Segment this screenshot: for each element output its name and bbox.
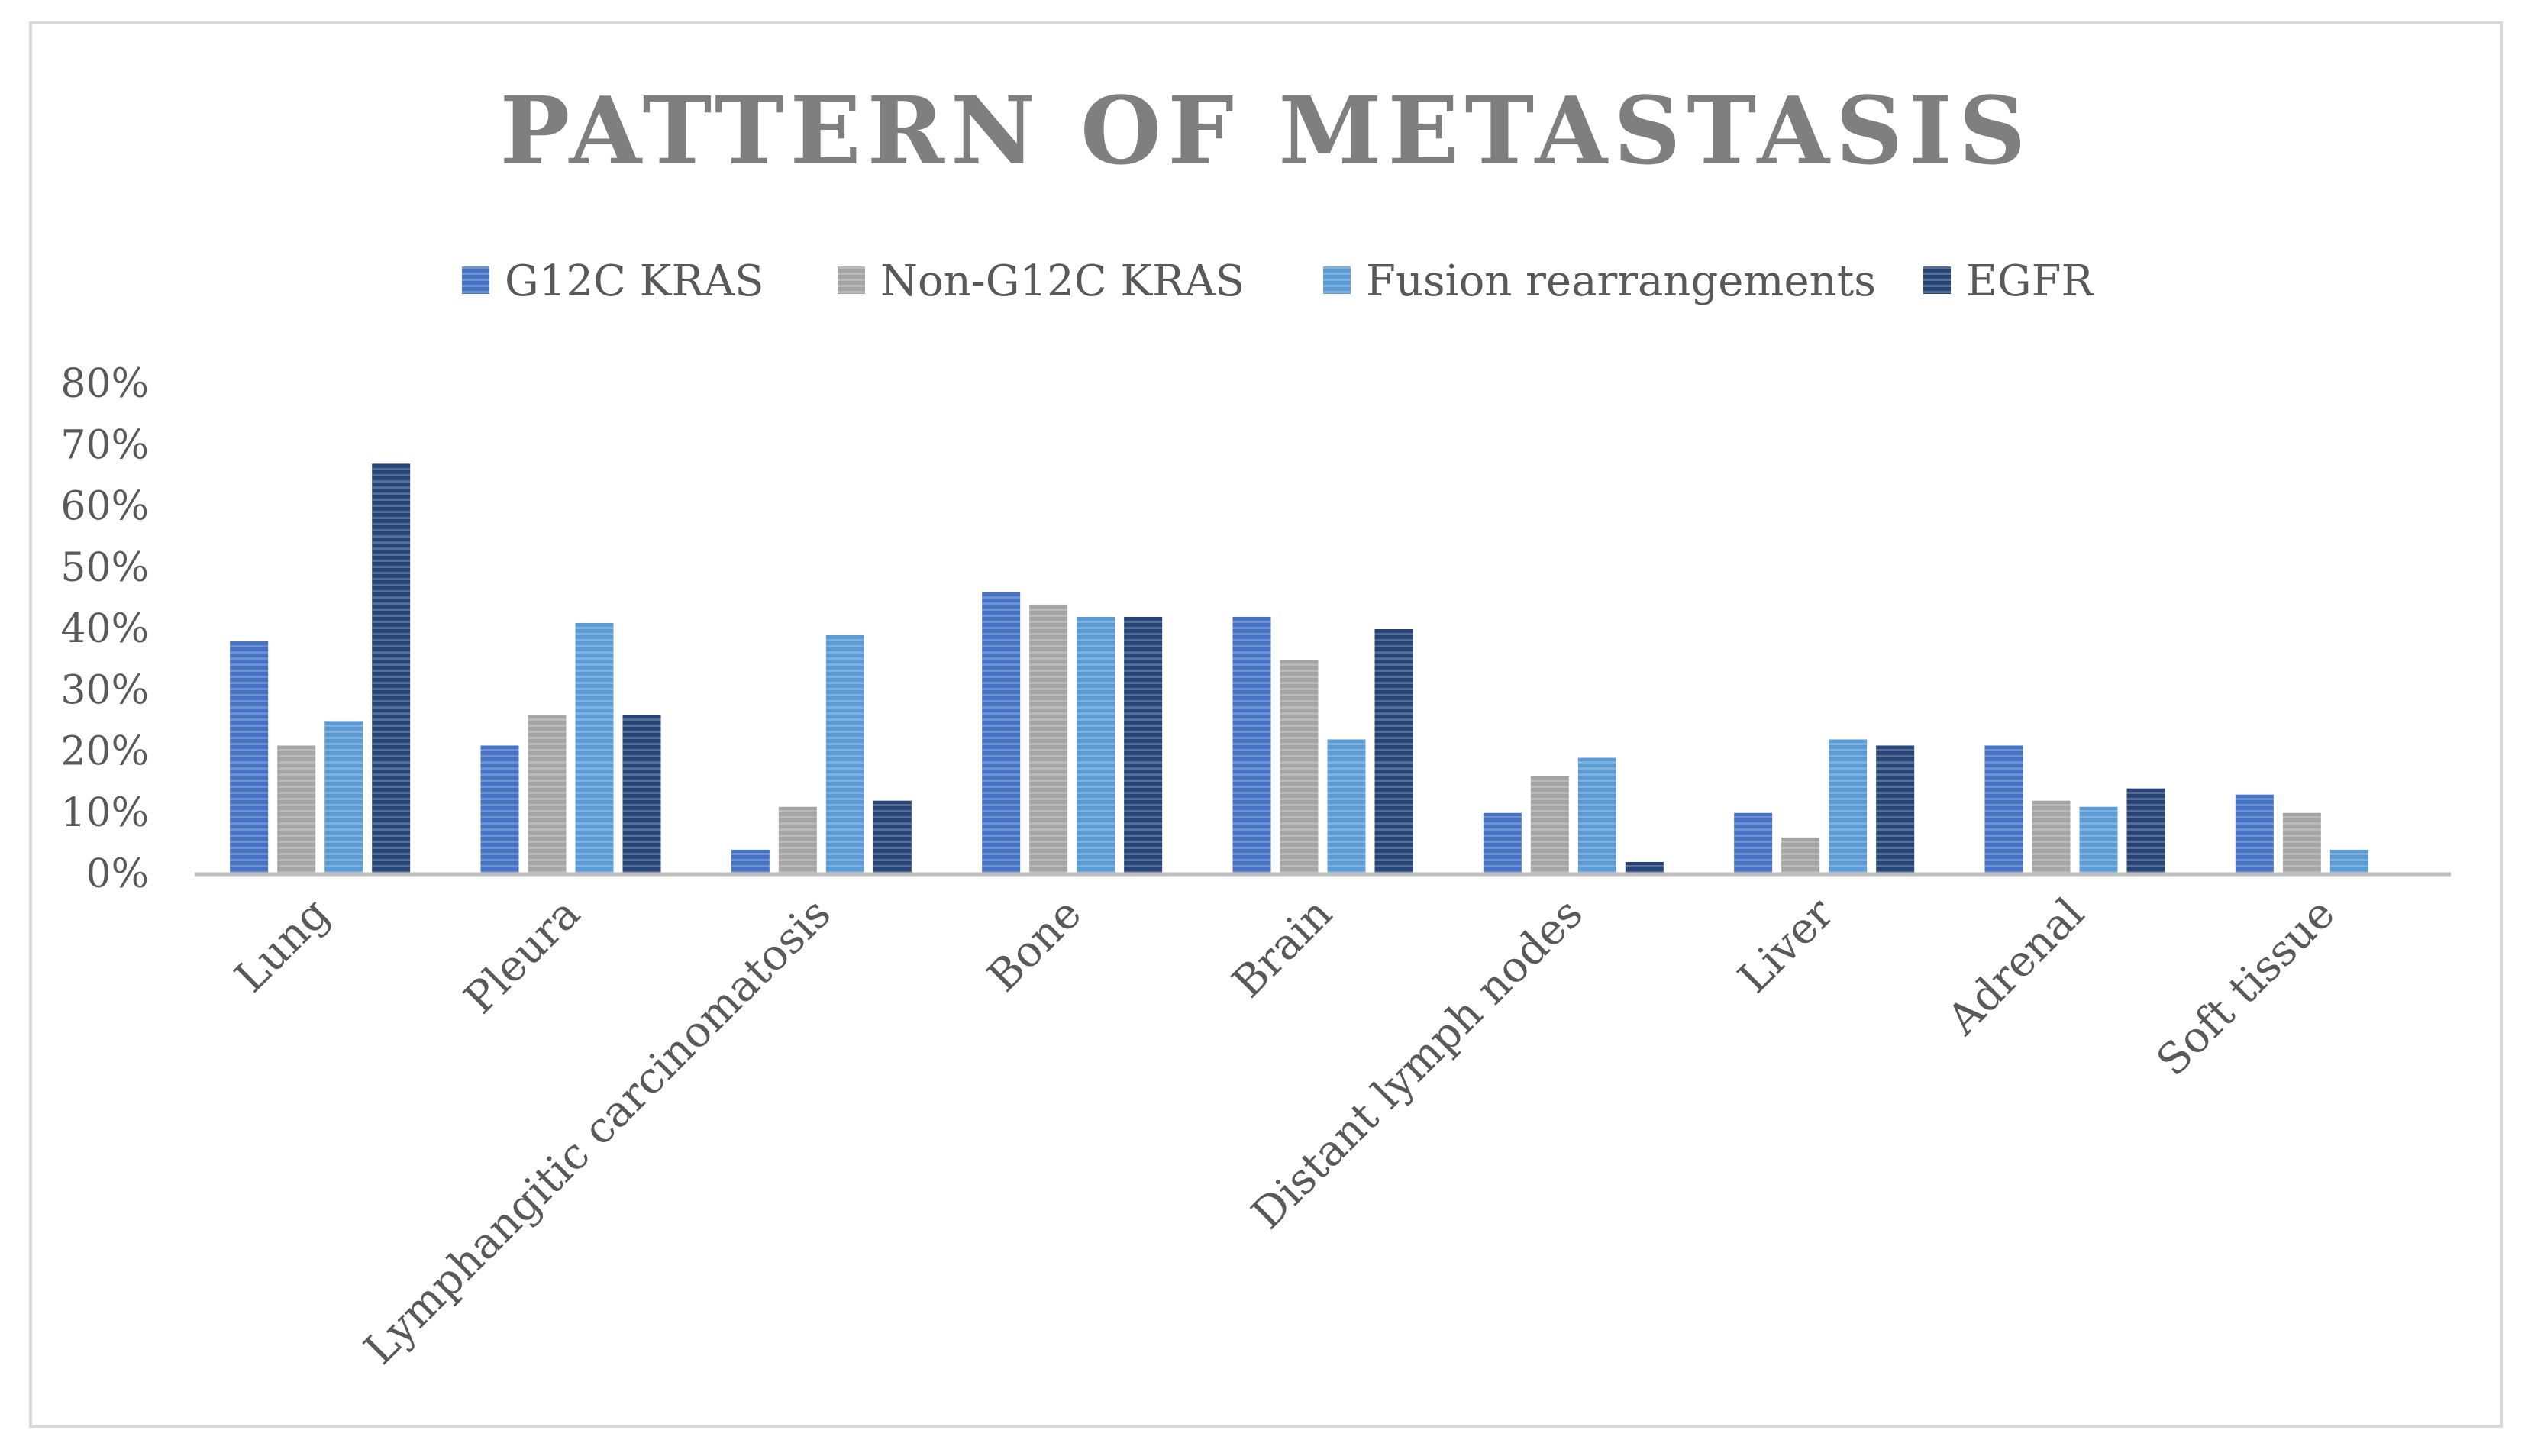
bar-fusion-rearrangements-lymphangitic-carcinomatosis: [825, 635, 864, 874]
bars: [230, 463, 2368, 874]
bar-texture: [1734, 812, 1773, 874]
bar-egfr-lymphangitic-carcinomatosis: [873, 800, 912, 874]
bar-texture: [825, 635, 864, 874]
y-tick-label: 0%: [86, 851, 150, 897]
bar-texture: [1984, 745, 2023, 874]
bar-fusion-rearrangements-brain: [1327, 739, 1366, 874]
bar-fusion-rearrangements-lung: [324, 721, 363, 874]
bar-texture: [480, 745, 519, 874]
legend-swatch-texture: [838, 266, 865, 294]
y-tick-label: 60%: [60, 484, 149, 530]
bar-texture: [2126, 788, 2165, 874]
y-tick-label: 50%: [60, 545, 149, 591]
bar-g12c-kras-soft-tissue: [2235, 794, 2274, 874]
bar-texture: [1876, 745, 1915, 874]
bar-texture: [1530, 776, 1569, 874]
bar-texture: [1077, 616, 1115, 874]
y-axis: 0% 10% 20% 30% 40% 50% 60% 70% 80%: [60, 361, 149, 897]
bar-texture: [1781, 837, 1820, 874]
bar-g12c-kras-adrenal: [1984, 745, 2023, 874]
bar-texture: [1280, 660, 1319, 874]
bar-non-g12c-kras-liver: [1781, 837, 1820, 874]
bar-fusion-rearrangements-pleura: [575, 622, 614, 874]
bar-texture: [1374, 629, 1413, 874]
y-tick-label: 10%: [60, 790, 149, 836]
legend-item-egfr: EGFR: [1923, 257, 2094, 306]
legend-label: Non-G12C KRAS: [880, 257, 1245, 306]
bar-texture: [982, 592, 1021, 874]
bar-g12c-kras-brain: [1232, 616, 1271, 874]
bar-texture: [528, 715, 567, 874]
y-tick-label: 70%: [60, 422, 149, 468]
bar-texture: [778, 806, 817, 874]
bar-texture: [1625, 861, 1664, 874]
bar-egfr-brain: [1374, 629, 1413, 874]
bar-fusion-rearrangements-liver: [1829, 739, 1868, 874]
bar-egfr-pleura: [622, 715, 661, 874]
bar-egfr-lung: [372, 463, 411, 874]
y-tick-label: 80%: [60, 361, 149, 407]
bar-non-g12c-kras-adrenal: [2032, 800, 2071, 874]
legend-swatch-texture: [462, 266, 489, 294]
legend-item-g12c-kras: G12C KRAS: [462, 257, 764, 306]
bar-texture: [575, 622, 614, 874]
bar-texture: [731, 849, 770, 874]
bar-texture: [873, 800, 912, 874]
bar-texture: [622, 715, 661, 874]
bar-non-g12c-kras-brain: [1280, 660, 1319, 874]
bar-non-g12c-kras-pleura: [528, 715, 567, 874]
chart-title: PATTERN OF METASTASIS: [500, 76, 2032, 186]
y-tick-label: 20%: [60, 729, 149, 775]
bar-non-g12c-kras-bone: [1029, 604, 1068, 874]
y-tick-label: 30%: [60, 667, 149, 713]
bar-egfr-adrenal: [2126, 788, 2165, 874]
bar-texture: [2079, 806, 2118, 874]
legend-label: Fusion rearrangements: [1366, 257, 1876, 306]
bar-texture: [1124, 616, 1163, 874]
bar-egfr-liver: [1876, 745, 1915, 874]
bar-fusion-rearrangements-soft-tissue: [2329, 849, 2368, 874]
bar-texture: [324, 721, 363, 874]
bar-g12c-kras-liver: [1734, 812, 1773, 874]
bar-non-g12c-kras-distant-lymph-nodes: [1530, 776, 1569, 874]
bar-non-g12c-kras-lung: [277, 745, 316, 874]
bar-texture: [1029, 604, 1068, 874]
bar-texture: [277, 745, 316, 874]
bar-texture: [2282, 812, 2321, 874]
bar-non-g12c-kras-lymphangitic-carcinomatosis: [778, 806, 817, 874]
legend-label: EGFR: [1966, 257, 2094, 306]
bar-egfr-distant-lymph-nodes: [1625, 861, 1664, 874]
bar-texture: [2235, 794, 2274, 874]
bar-g12c-kras-lung: [230, 641, 269, 874]
legend-swatch-texture: [1923, 266, 1951, 294]
bar-texture: [1829, 739, 1868, 874]
bar-texture: [2329, 849, 2368, 874]
legend-item-fusion-rearrangements: Fusion rearrangements: [1323, 257, 1876, 306]
bar-texture: [372, 463, 411, 874]
bar-g12c-kras-distant-lymph-nodes: [1483, 812, 1522, 874]
bar-fusion-rearrangements-adrenal: [2079, 806, 2118, 874]
bar-texture: [1577, 757, 1616, 874]
legend: G12C KRAS Non-G12C KRAS Fusion rearrangeme…: [462, 257, 2094, 306]
bar-texture: [1483, 812, 1522, 874]
bar-texture: [1327, 739, 1366, 874]
bar-texture: [230, 641, 269, 874]
bar-egfr-bone: [1124, 616, 1163, 874]
y-tick-label: 40%: [60, 606, 149, 652]
bar-texture: [1232, 616, 1271, 874]
legend-item-non-g12c-kras: Non-G12C KRAS: [838, 257, 1245, 306]
bar-g12c-kras-bone: [982, 592, 1021, 874]
bar-fusion-rearrangements-distant-lymph-nodes: [1577, 757, 1616, 874]
bar-non-g12c-kras-soft-tissue: [2282, 812, 2321, 874]
bar-g12c-kras-pleura: [480, 745, 519, 874]
legend-label: G12C KRAS: [505, 257, 764, 306]
bar-texture: [2032, 800, 2071, 874]
legend-swatch-texture: [1323, 266, 1351, 294]
bar-g12c-kras-lymphangitic-carcinomatosis: [731, 849, 770, 874]
bar-fusion-rearrangements-bone: [1077, 616, 1115, 874]
